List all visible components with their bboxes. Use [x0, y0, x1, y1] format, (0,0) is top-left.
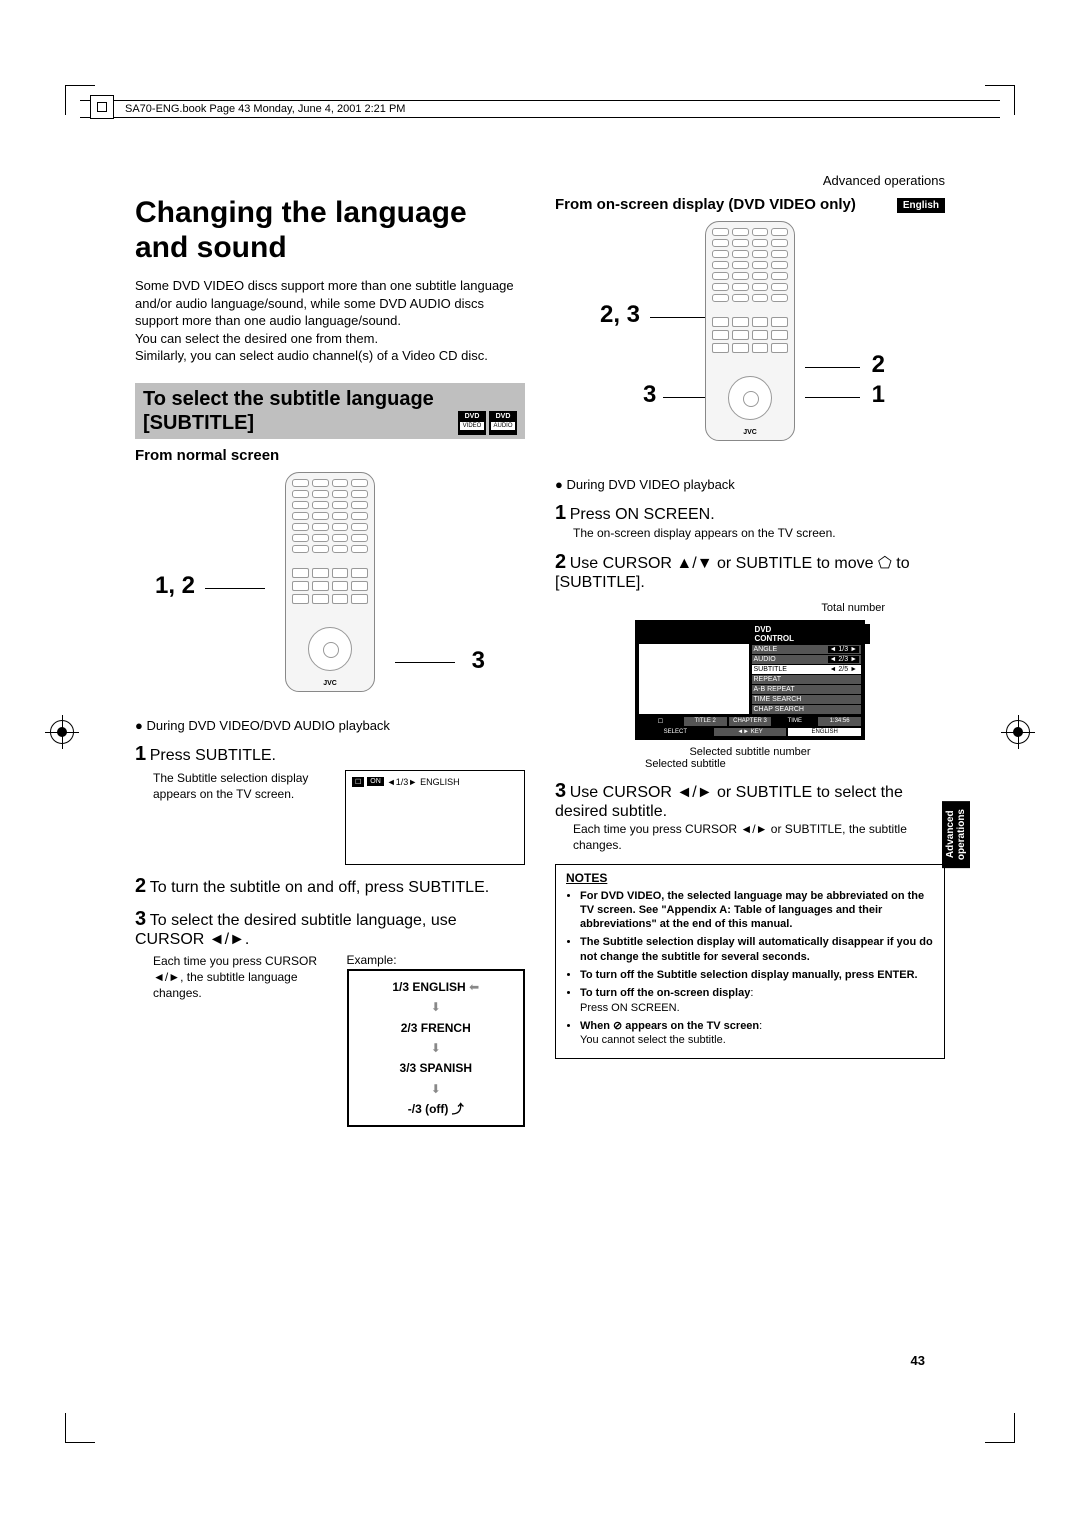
note-item: The Subtitle selection display will auto… — [580, 935, 934, 964]
remote-illustration-2: JVC — [705, 221, 795, 441]
page: SA70-ENG.book Page 43 Monday, June 4, 20… — [80, 100, 1000, 1428]
notes-box: NOTES For DVD VIDEO, the selected langua… — [555, 864, 945, 1059]
example-label: Example: — [347, 953, 526, 967]
note-item: To turn off the Subtitle selection displ… — [580, 968, 934, 982]
osd-step-3: 3 Use CURSOR ◄/► or SUBTITLE to select t… — [555, 780, 945, 853]
step-2: 2 To turn the subtitle on and off, press… — [135, 875, 525, 898]
disc-badges: DVDVIDEO DVDAUDIO — [458, 411, 517, 435]
osd-step-2: 2 Use CURSOR ▲/▼ or SUBTITLE to move ⬠ t… — [555, 551, 945, 592]
step-1: 1 Press SUBTITLE. The Subtitle selection… — [135, 743, 525, 865]
badge-dvd-audio: DVDAUDIO — [489, 411, 517, 435]
language-tag: English — [897, 198, 945, 213]
right-column: From on-screen display (DVD VIDEO only) … — [555, 196, 945, 1137]
note-item: To turn off the on-screen display:Press … — [580, 986, 934, 1015]
remote-brand: JVC — [286, 680, 374, 687]
subtitle-screen: ☐ ON ◄1/3► ENGLISH — [345, 770, 525, 865]
subtitle-section-bar: To select the subtitle language [SUBTITL… — [135, 383, 525, 439]
note-item: For DVD VIDEO, the selected language may… — [580, 889, 934, 932]
remote-illustration: JVC — [285, 472, 375, 692]
osd-heading: From on-screen display (DVD VIDEO only) … — [555, 196, 945, 213]
osd-step-1: 1 Press ON SCREEN. The on-screen display… — [555, 502, 945, 541]
badge-dvd-video: DVDVIDEO — [458, 411, 486, 435]
book-header: SA70-ENG.book Page 43 Monday, June 4, 20… — [80, 101, 1000, 118]
annot-sel: Selected subtitle — [555, 758, 945, 770]
step-3: 3 To select the desired subtitle languag… — [135, 908, 525, 1128]
annot-selnum: Selected subtitle number — [555, 746, 945, 758]
osd-panel: DVD CONTROL ANGLE◄ 1/3 ► AUDIO◄ 2/3 ► SU… — [635, 620, 865, 740]
section-label: Advanced operations — [80, 173, 945, 188]
side-tab: Advanced operations — [942, 801, 970, 868]
subtitle-heading: To select the subtitle language [SUBTITL… — [143, 387, 458, 435]
callout-3b: 3 — [643, 381, 656, 409]
bullet-normal: ● During DVD VIDEO/DVD AUDIO playback — [135, 718, 525, 733]
callout-2-3: 2, 3 — [600, 301, 640, 329]
callout-3: 3 — [472, 647, 485, 675]
notes-title: NOTES — [566, 871, 934, 885]
page-title: Changing the language and sound — [135, 196, 525, 265]
annot-total: Total number — [555, 602, 945, 614]
callout-1-2: 1, 2 — [155, 572, 195, 600]
from-normal-heading: From normal screen — [135, 447, 525, 464]
language-example: 1/3 ENGLISH ⬅ ⬇ 2/3 FRENCH ⬇ 3/3 SPANISH… — [347, 969, 526, 1128]
left-column: Changing the language and sound Some DVD… — [135, 196, 525, 1137]
callout-2b: 2 — [872, 351, 885, 379]
callout-1b: 1 — [872, 381, 885, 409]
page-number: 43 — [911, 1353, 925, 1368]
bullet-osd: ● During DVD VIDEO playback — [555, 477, 945, 492]
note-item: When ⊘ appears on the TV screen:You cann… — [580, 1019, 934, 1048]
intro-text: Some DVD VIDEO discs support more than o… — [135, 277, 525, 365]
